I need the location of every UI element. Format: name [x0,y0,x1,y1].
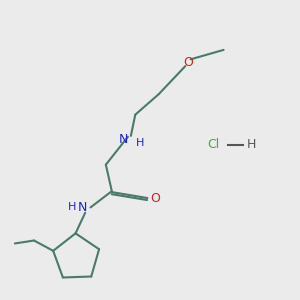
Text: H: H [136,138,144,148]
Text: N: N [78,201,87,214]
Text: N: N [119,133,128,146]
Text: O: O [183,56,193,69]
Text: H: H [247,138,256,151]
Text: Cl: Cl [207,138,219,151]
Text: H: H [68,202,76,212]
Text: O: O [150,192,160,205]
